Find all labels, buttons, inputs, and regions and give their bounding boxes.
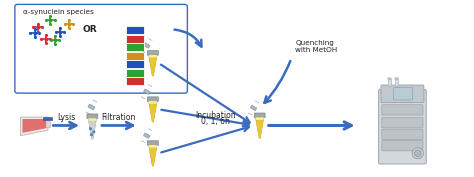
Polygon shape (144, 133, 150, 138)
Point (42, 33, 49, 36)
Polygon shape (255, 114, 264, 138)
Point (31, 32, 38, 35)
Polygon shape (22, 119, 46, 133)
Point (47, 39, 55, 41)
Polygon shape (88, 104, 95, 110)
Point (42, 19, 50, 22)
Point (34, 22, 41, 25)
Point (55, 39, 63, 41)
Polygon shape (149, 105, 156, 122)
Bar (127, 60, 145, 68)
FancyBboxPatch shape (87, 114, 98, 118)
Bar (127, 26, 145, 34)
Point (31, 28, 38, 31)
Text: Lysis: Lysis (57, 113, 75, 122)
Polygon shape (149, 55, 157, 58)
Point (34, 30, 41, 33)
FancyBboxPatch shape (379, 90, 426, 164)
Text: Filtration: Filtration (101, 113, 136, 122)
Ellipse shape (395, 78, 398, 79)
Text: 0, 1, 6h: 0, 1, 6h (201, 117, 230, 126)
Point (37, 37, 45, 40)
Polygon shape (144, 89, 150, 95)
Polygon shape (89, 123, 96, 139)
Point (34, 26, 41, 29)
Point (46, 23, 54, 26)
Polygon shape (149, 59, 156, 76)
Ellipse shape (388, 78, 392, 79)
Polygon shape (255, 117, 264, 120)
Point (56, 31, 64, 33)
FancyBboxPatch shape (254, 113, 265, 118)
Polygon shape (20, 117, 48, 136)
Circle shape (90, 134, 92, 136)
Point (42, 37, 49, 40)
Bar (43, 117, 52, 120)
Bar (127, 35, 145, 42)
Point (46, 37, 54, 40)
Polygon shape (149, 145, 157, 148)
Polygon shape (148, 142, 157, 166)
Point (51, 35, 59, 38)
Circle shape (412, 148, 423, 159)
Polygon shape (149, 101, 157, 104)
Point (42, 41, 49, 44)
Polygon shape (148, 52, 157, 76)
Point (56, 35, 64, 38)
Point (56, 27, 64, 30)
Bar (127, 69, 145, 77)
Point (60, 31, 68, 33)
Bar (395, 79, 398, 86)
Polygon shape (256, 122, 263, 138)
Point (27, 32, 34, 35)
Bar (388, 79, 392, 86)
Circle shape (414, 150, 421, 156)
Point (61, 22, 69, 25)
Polygon shape (148, 98, 157, 122)
FancyBboxPatch shape (382, 105, 423, 115)
Text: α-synuclein species: α-synuclein species (23, 9, 94, 15)
FancyBboxPatch shape (147, 51, 158, 55)
Point (65, 19, 73, 22)
Point (35, 32, 43, 35)
Text: Incubation: Incubation (195, 111, 236, 120)
Polygon shape (144, 43, 150, 48)
Polygon shape (250, 105, 257, 111)
Point (46, 19, 54, 22)
FancyBboxPatch shape (382, 141, 423, 151)
Point (31, 36, 38, 39)
Circle shape (89, 128, 91, 130)
FancyBboxPatch shape (382, 129, 423, 139)
FancyBboxPatch shape (381, 85, 424, 103)
Polygon shape (88, 115, 97, 139)
Point (70, 22, 77, 25)
Point (38, 26, 46, 29)
Polygon shape (149, 149, 156, 166)
Point (52, 31, 59, 33)
FancyBboxPatch shape (147, 97, 158, 101)
FancyBboxPatch shape (15, 4, 187, 93)
Point (51, 43, 59, 45)
Point (29, 26, 37, 29)
FancyBboxPatch shape (147, 141, 158, 145)
Bar (45, 120, 50, 127)
FancyBboxPatch shape (393, 88, 412, 100)
Bar (127, 77, 145, 85)
Point (65, 22, 73, 25)
FancyBboxPatch shape (382, 118, 423, 128)
Text: OR: OR (82, 25, 97, 34)
Bar (127, 52, 145, 60)
Text: Quenching
with MetOH: Quenching with MetOH (295, 40, 337, 53)
Polygon shape (88, 118, 97, 121)
Point (65, 27, 73, 29)
Circle shape (92, 131, 95, 133)
Point (51, 39, 59, 41)
Bar (127, 43, 145, 51)
Point (51, 19, 58, 22)
Point (46, 15, 54, 18)
